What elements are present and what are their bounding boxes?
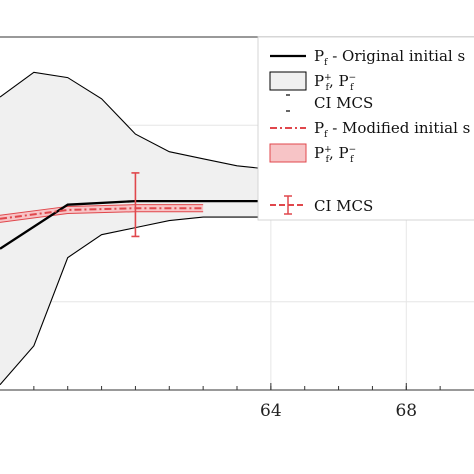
legend-label-modified-band: P+ f, P− f xyxy=(314,144,356,165)
band-lower-edge xyxy=(0,211,204,223)
band-upper-edge xyxy=(0,204,204,216)
legend-label-mid: , P xyxy=(329,72,349,90)
line-series-3 xyxy=(0,207,204,220)
error-bars xyxy=(131,172,140,238)
legend-label-main: P xyxy=(314,144,324,162)
legend-label-sub: f xyxy=(326,155,330,165)
legend-label-sup: + xyxy=(324,145,332,155)
legend-label-sub: f xyxy=(350,83,354,93)
legend-label-original-band: P+ f, P− f xyxy=(314,72,356,93)
legend-label-sub: f xyxy=(326,83,330,93)
legend-label-rest: - Modified initial s xyxy=(327,119,470,137)
legend: Pf - Original initial s P+ f, P− f CI MCS … xyxy=(257,36,474,221)
x-tick-label: 64 xyxy=(260,401,282,421)
legend-swatch-ci-red xyxy=(270,195,306,215)
legend-label-sup: + xyxy=(324,73,332,83)
legend-label-ci-black: CI MCS xyxy=(314,94,373,112)
legend-label-sub: f xyxy=(324,58,328,68)
legend-box xyxy=(257,36,474,221)
legend-label-ci-red: CI MCS xyxy=(314,197,373,215)
legend-swatch-ci-black xyxy=(286,94,290,112)
legend-label-sub: f xyxy=(350,155,354,165)
legend-swatch-original-band xyxy=(269,71,307,91)
legend-label-sup: − xyxy=(349,145,357,155)
legend-label-main: P xyxy=(314,47,324,65)
legend-label-rest: - Original initial s xyxy=(327,47,465,65)
legend-label-sub: f xyxy=(324,130,328,140)
legend-label-mid: , P xyxy=(329,144,349,162)
band-series-1 xyxy=(0,72,474,385)
legend-label-original: Pf - Original initial s xyxy=(314,47,465,68)
legend-label-main: P xyxy=(314,119,324,137)
legend-label-main: P xyxy=(314,72,324,90)
x-tick-labels: 64 68 xyxy=(260,401,417,421)
legend-label-modified: Pf - Modified initial s xyxy=(314,119,470,140)
legend-swatch-modified-band xyxy=(269,143,307,163)
legend-label-sup: − xyxy=(349,73,357,83)
x-tick-label: 68 xyxy=(395,401,417,421)
